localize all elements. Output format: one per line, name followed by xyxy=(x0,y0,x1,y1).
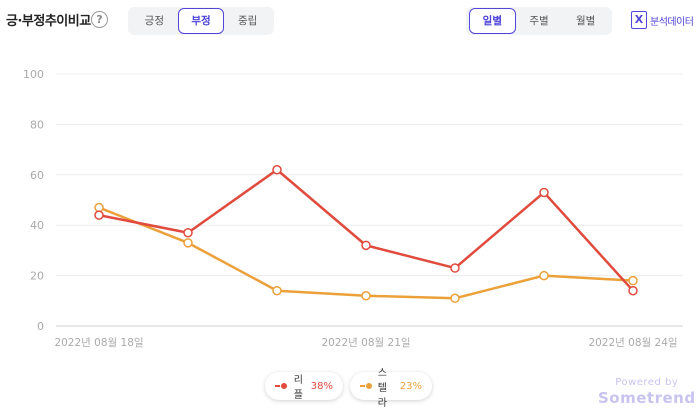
legend-marker xyxy=(275,381,288,391)
data-point xyxy=(539,270,549,281)
legend-series-name: 스텔라 xyxy=(377,367,387,409)
tab-weekly[interactable]: 주별 xyxy=(529,15,549,27)
tab-negative[interactable]: 부정 xyxy=(177,8,225,34)
brand-logo-text: Sometrend xyxy=(598,389,696,407)
legend-series-percent: 38% xyxy=(310,380,333,392)
series-line xyxy=(98,206,634,300)
legend-series-name: 리플 xyxy=(293,375,303,401)
tab-monthly[interactable]: 월별 xyxy=(575,15,596,27)
data-point xyxy=(628,275,638,286)
tab-positive[interactable]: 긍정 xyxy=(144,15,164,27)
sentiment-toggle: 긍정 부정 중립 xyxy=(128,7,274,35)
x-tick-label: 2022년 08월 21일 xyxy=(321,336,410,349)
export-data-label: 분석데이터 xyxy=(650,16,694,28)
y-tick-label: 20 xyxy=(30,270,44,283)
y-tick-label: 0 xyxy=(37,320,44,333)
legend-item-ripple[interactable]: 리플 38% xyxy=(265,372,343,401)
y-tick-label: 80 xyxy=(30,118,44,131)
tab-daily[interactable]: 일별 xyxy=(469,8,516,34)
export-data-button[interactable]: X 분석데이터 xyxy=(631,11,694,29)
y-tick-label: 60 xyxy=(30,169,44,182)
data-point xyxy=(94,202,104,213)
powered-by-text: Powered by xyxy=(615,377,679,388)
legend-marker xyxy=(360,381,373,391)
data-point xyxy=(272,165,282,175)
excel-icon: X xyxy=(631,11,647,29)
y-tick-label: 100 xyxy=(23,68,44,81)
legend-item-stellar[interactable]: 스텔라 23% xyxy=(350,368,432,409)
x-tick-label: 2022년 08월 18일 xyxy=(54,336,143,349)
data-point xyxy=(539,187,549,198)
data-point xyxy=(450,293,460,304)
data-point xyxy=(361,291,371,301)
period-toggle: 일별 주별 월별 xyxy=(466,7,612,35)
data-point xyxy=(272,285,282,296)
data-point xyxy=(94,210,104,220)
data-point xyxy=(450,263,460,273)
data-point xyxy=(183,228,193,238)
help-icon[interactable]: ? xyxy=(91,11,108,28)
sometrend-watermark: Powered by Sometrend xyxy=(598,377,696,407)
series-line xyxy=(98,168,634,292)
legend-series-percent: 23% xyxy=(399,380,422,392)
y-tick-label: 40 xyxy=(30,219,44,232)
data-point xyxy=(361,240,371,251)
data-point xyxy=(628,285,638,296)
page-title: 긍·부정추이비교 xyxy=(6,14,91,29)
data-point xyxy=(183,238,193,248)
x-tick-label: 2022년 08월 24일 xyxy=(588,336,677,349)
tab-neutral[interactable]: 중립 xyxy=(237,15,258,27)
